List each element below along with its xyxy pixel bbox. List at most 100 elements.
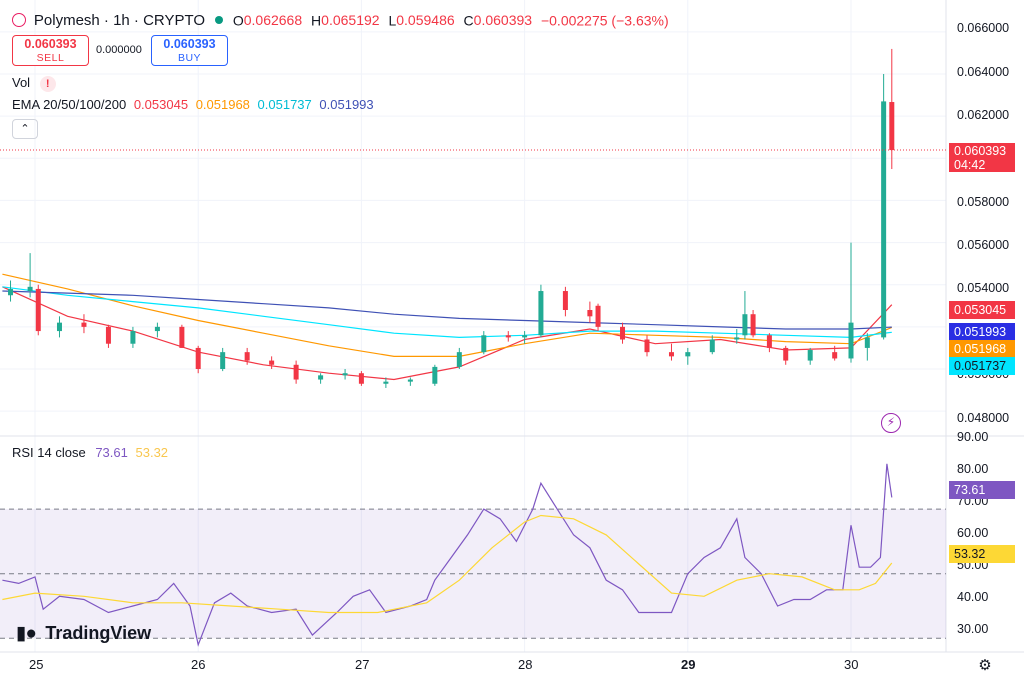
ohlc-change: −0.002275 (−3.63%) [540,12,669,29]
ema20-price-tag: 0.053045 [949,301,1015,319]
candle-body-down [668,352,674,357]
rsi-tick: 40.00 [957,590,989,604]
candle-body-up [881,101,887,338]
rsi-tick: 60.00 [957,526,989,540]
candle-body-down [35,288,41,332]
volume-label: Vol [12,75,31,90]
ohlc-o-label: O [232,12,244,29]
rsi-line [2,463,893,647]
ema200-price-tag: 0.051993 [949,323,1015,341]
spread-value: 0.000000 [96,44,142,56]
candle-body-up [56,322,62,332]
candle-body-down [750,314,756,336]
candle-body-up [154,326,160,332]
candle-body-up [522,335,528,338]
gear-icon[interactable]: ⚙︎ [978,657,992,674]
ohlc-h-label: H [311,12,322,29]
candle-body-down [783,347,789,361]
time-tick: 25 [29,657,44,672]
price-tick: 0.056000 [957,238,1010,252]
ema100-value: 0.051737 [257,97,312,112]
candle-body-down [766,335,772,348]
price-tick: 0.058000 [957,195,1010,209]
rsi-tick: 30.00 [957,622,989,636]
candle-body-up [538,291,544,336]
candle-body-up [130,331,136,344]
price-tick: 0.062000 [957,108,1010,122]
rsi-value: 73.61 [95,445,128,460]
candle-body-down [562,291,568,310]
candle-body-up [432,366,438,384]
candle-body-down [889,102,895,151]
ohlc-close: 0.060393 [473,12,533,29]
candle-body-down [179,326,185,348]
candle-body-down [105,326,111,344]
candle-body-down [595,305,601,327]
candle-body-down [358,373,364,384]
candle-body-up [709,339,715,353]
sell-button[interactable]: 0.060393 SELL [12,35,89,66]
ohlc-open: 0.062668 [243,12,303,29]
polymesh-logo-icon [12,13,26,28]
chevron-up-icon[interactable]: ⌃ [12,119,38,139]
ema50-price-tag: 0.051968 [949,340,1015,358]
last-price-value: 0.060393 [954,144,1007,158]
candle-body-up [734,337,740,340]
ema20-line [2,286,893,381]
tradingview-mark-icon: ▮● [16,623,37,644]
lightning-icon[interactable]: ⚡︎ [881,413,901,433]
time-tick: 26 [191,657,206,672]
time-tick: 30 [844,657,859,672]
candle-body-up [864,337,870,348]
rsi-label: RSI 14 close [12,445,86,460]
candle-body-down [269,360,275,365]
volume-legend[interactable]: Vol ! [12,75,56,92]
candle-body-down [81,322,87,327]
ema50-value: 0.051968 [195,97,250,112]
warning-icon[interactable]: ! [39,76,56,92]
bar-countdown: 04:42 [954,158,986,172]
candle-body-down [293,364,299,380]
candle-body-down [644,339,650,353]
ohlc-c-label: C [463,12,474,29]
buy-price: 0.060393 [163,37,216,51]
candle-body-up [8,288,14,296]
time-tick: 27 [355,657,370,672]
candle-body-up [742,314,748,336]
candle-body-up [685,352,691,357]
symbol-title[interactable]: Polymesh · 1h · CRYPTO [33,11,206,29]
ohlc-high: 0.065192 [321,12,380,29]
candle-body-up [481,335,487,353]
tradingview-logo[interactable]: ▮● TradingView [16,622,151,645]
rsi-value-tag: 73.61 [949,481,1015,499]
candle-body-down [587,310,593,317]
ema-legend[interactable]: EMA 20/50/100/200 0.053045 0.051968 0.05… [12,97,374,112]
ema-label: EMA 20/50/100/200 [12,97,127,112]
ema100-price-tag: 0.051737 [949,357,1015,375]
ohlc-low: 0.059486 [396,12,455,29]
tradingview-logo-text: TradingView [45,623,152,643]
rsi-legend[interactable]: RSI 14 close 73.61 53.32 [12,445,168,460]
rsi-ma-tag: 53.32 [949,545,1015,563]
price-tick: 0.066000 [957,21,1010,35]
buy-button[interactable]: 0.060393 BUY [151,35,228,66]
ema200-value: 0.051993 [319,97,374,112]
ema100-line [2,286,892,339]
rsi-ma-value: 53.32 [135,445,169,460]
rsi-tick: 80.00 [957,462,989,476]
candle-body-up [407,379,413,382]
symbol-header: Polymesh · 1h · CRYPTO O0.062668 H0.0651… [12,11,669,29]
ema20-value: 0.053045 [133,97,189,112]
candle-body-up [807,350,813,361]
sell-price: 0.060393 [24,37,77,51]
candle-body-up [318,375,324,380]
candle-body-up [456,352,462,367]
candle-body-down [195,347,201,369]
time-tick: 28 [518,657,533,672]
ema50-line [2,273,893,357]
candle-body-down [244,352,250,361]
candle-body-down [505,335,511,338]
candle-body-down [832,352,838,359]
